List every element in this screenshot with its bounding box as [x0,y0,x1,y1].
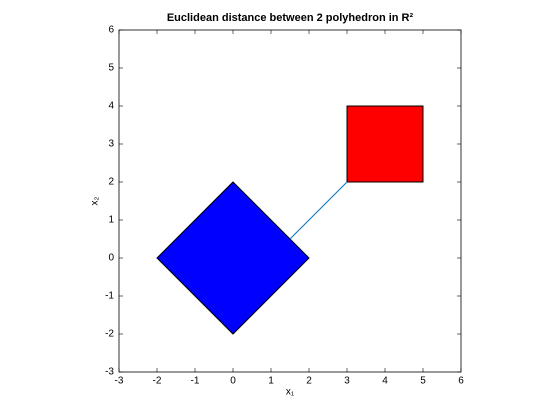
x-tick-label: -3 [115,376,124,387]
chart-title: Euclidean distance between 2 polyhedron … [167,12,414,24]
polygon [156,181,310,335]
plot-area [119,30,461,372]
x-axis-label: x₁ [286,387,295,398]
y-tick-label: 1 [108,215,114,226]
y-tick-label: -1 [105,291,114,302]
x-tick-label: 6 [458,376,464,387]
x-tick-label: 1 [268,376,274,387]
y-tick-label: 3 [108,139,114,150]
x-tick-label: 2 [306,376,312,387]
distance-segment [289,181,348,240]
x-tick-label: 3 [344,376,350,387]
x-tick-label: 4 [382,376,388,387]
y-tick-label: 6 [108,25,114,36]
x-tick-label: 5 [420,376,426,387]
y-tick-label: -2 [105,329,114,340]
y-tick-label: 5 [108,63,114,74]
y-tick-label: -3 [105,367,114,378]
axes-box [118,29,462,373]
x-tick-label: 0 [230,376,236,387]
x-tick-label: -1 [191,376,200,387]
x-tick-label: -2 [153,376,162,387]
y-tick-label: 4 [108,101,114,112]
polygon [346,105,424,183]
y-tick-label: 0 [108,253,114,264]
y-axis-label: x₂ [90,196,101,205]
y-tick-label: 2 [108,177,114,188]
